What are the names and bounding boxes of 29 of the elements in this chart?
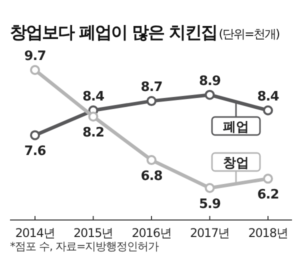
data-label: 9.7	[24, 49, 46, 64]
data-label: 6.2	[257, 188, 279, 203]
data-label: 8.7	[140, 80, 163, 96]
chart-title: 창업보다 폐업이 많은 치킨집	[10, 23, 217, 43]
point	[30, 65, 40, 75]
x-tick-label: 2014년	[15, 226, 55, 240]
point	[30, 130, 40, 140]
data-label: 5.9	[198, 197, 221, 212]
point	[204, 90, 215, 100]
x-tick-label: 2017년	[190, 226, 230, 240]
x-tick-label: 2016년	[132, 226, 172, 240]
point	[204, 183, 215, 193]
point	[263, 174, 273, 184]
legend-label: 폐업	[223, 120, 249, 135]
x-tick-label: 2015년	[73, 226, 114, 240]
data-label: 8.9	[198, 74, 221, 89]
point	[88, 112, 98, 122]
data-label: 8.4	[257, 89, 280, 104]
data-label: 8.2	[82, 126, 104, 141]
point	[146, 96, 156, 106]
data-label: 7.6	[24, 144, 46, 160]
x-tick-label: 2018년	[248, 226, 288, 240]
chart-subtitle: (단위=천개)	[218, 27, 280, 41]
text: *점포 수, 자료=지방행정인허가	[10, 240, 160, 253]
series-label: 창업	[223, 156, 249, 171]
point	[263, 105, 273, 116]
data-label: 6.8	[140, 169, 163, 184]
data-label: 8.4	[82, 89, 104, 104]
point	[146, 155, 156, 166]
